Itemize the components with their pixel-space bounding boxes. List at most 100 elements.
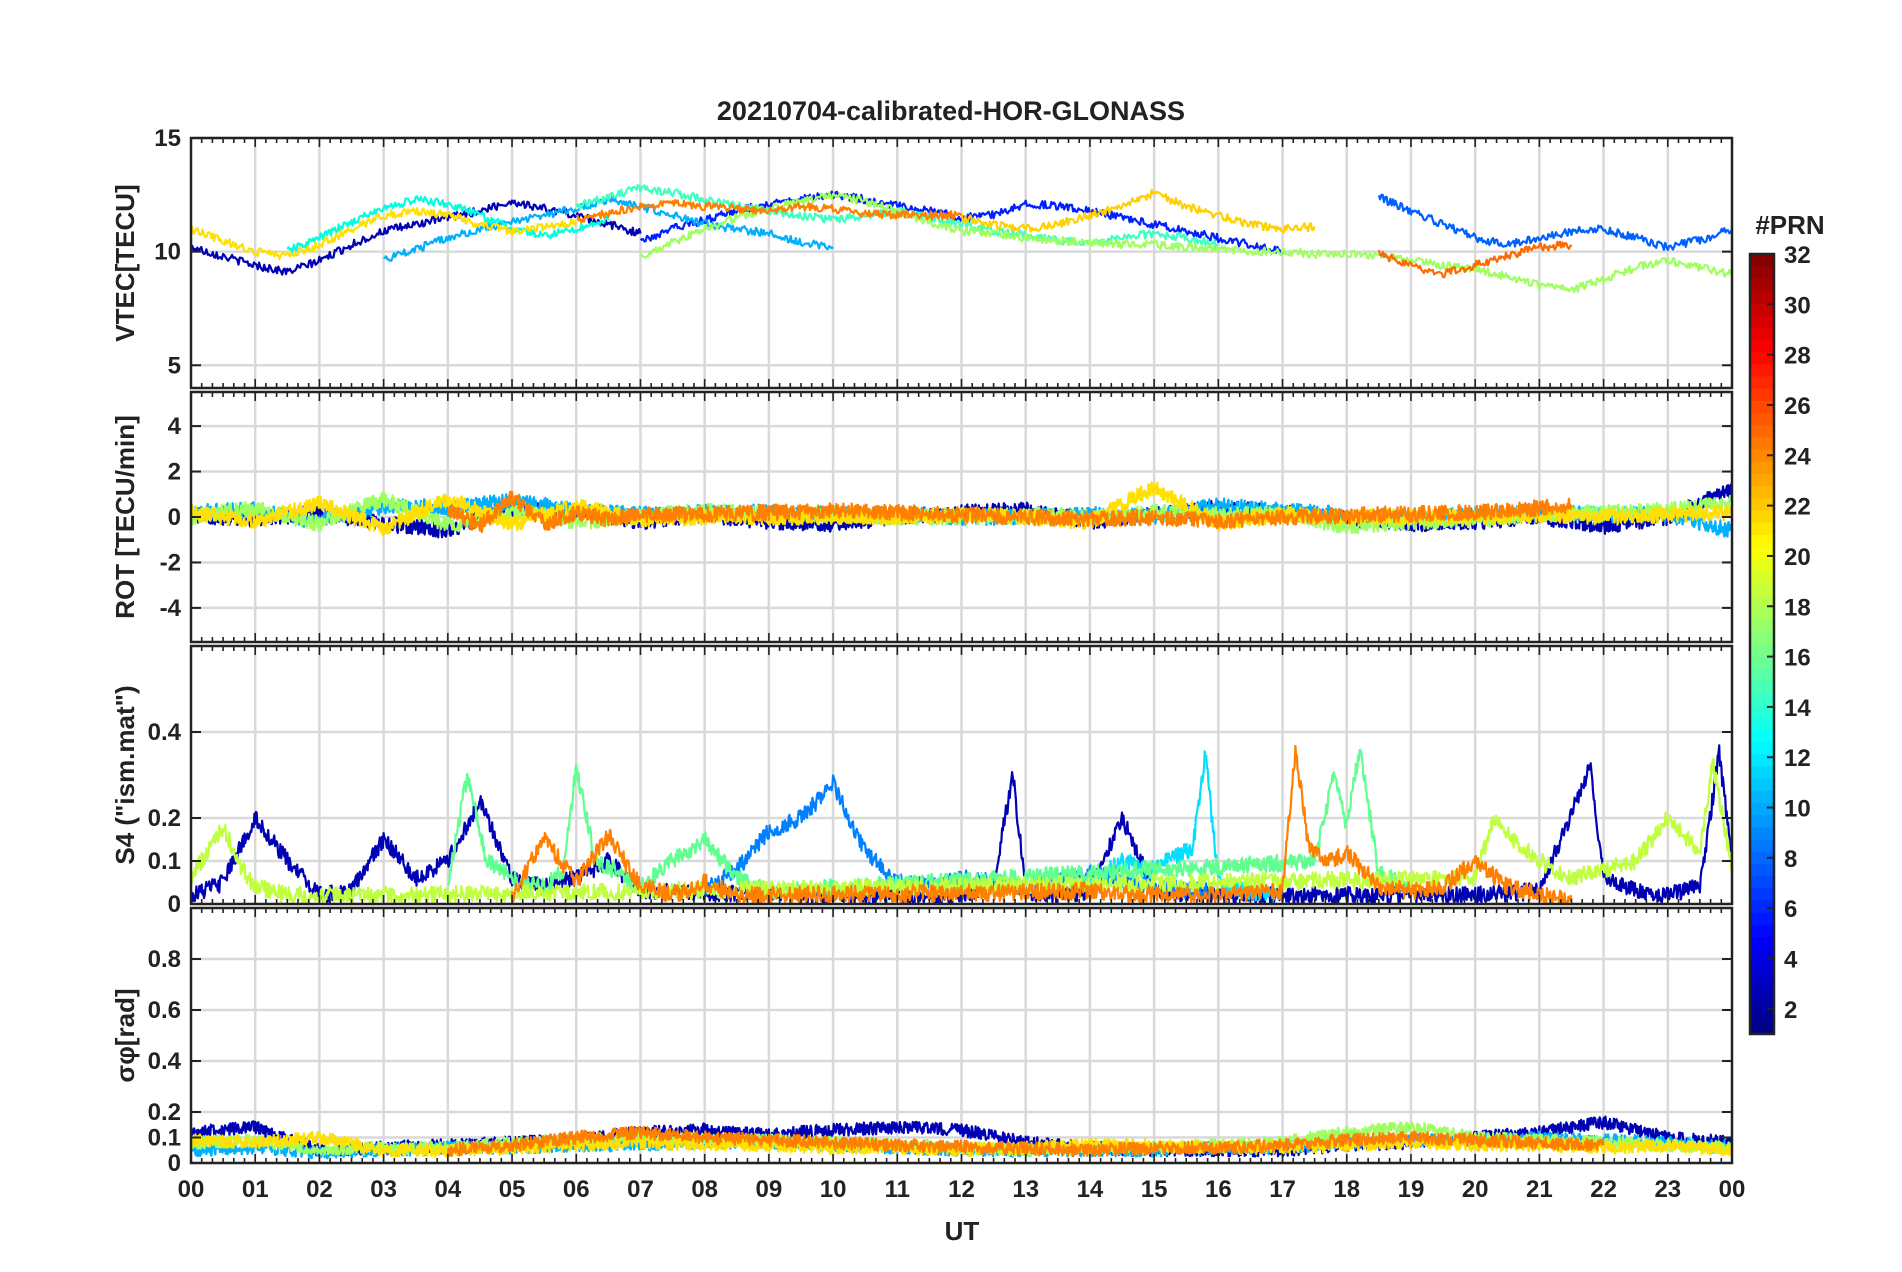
x-tick-label: 03 — [370, 1176, 397, 1203]
colorbar-segment — [1750, 765, 1774, 779]
colorbar-segment — [1750, 985, 1774, 999]
x-tick-label: 22 — [1590, 1176, 1617, 1203]
series-vtec-prn-20 — [191, 207, 578, 261]
colorbar-frame — [1748, 252, 1776, 1036]
colorbar-segment — [1750, 546, 1774, 560]
series-s4-prn-23 — [510, 744, 1573, 904]
panel-sigma-y-tick-label: 0.2 — [148, 1099, 181, 1126]
colorbar-segment — [1750, 997, 1774, 1011]
panel-vtec: 5 10 15 VTEC[TECU] — [110, 125, 1734, 390]
x-tick-label: 21 — [1526, 1176, 1553, 1203]
colorbar-tick-label: 12 — [1784, 745, 1811, 772]
x-tick-label: 12 — [948, 1176, 975, 1203]
panel-vtec-y-axis-label: VTEC[TECU] — [110, 184, 140, 341]
colorbar-tick-label: 28 — [1784, 343, 1811, 370]
colorbar-segment — [1750, 595, 1774, 609]
colorbar-segment — [1750, 741, 1774, 755]
panel-vtec-y-tick-label: 5 — [168, 352, 181, 379]
colorbar-segment — [1750, 461, 1774, 474]
x-tick-label: 00 — [178, 1176, 205, 1203]
panel-sigma-frame — [189, 906, 1734, 1165]
panel-s4-frame — [189, 644, 1734, 906]
colorbar-tick-label: 6 — [1784, 896, 1797, 923]
x-tick-label: 11 — [885, 1176, 910, 1203]
colorbar-segment — [1750, 973, 1774, 986]
x-tick-label: 14 — [1077, 1176, 1104, 1203]
colorbar-tick-label: 18 — [1784, 594, 1811, 621]
panel-vtec-frame — [189, 136, 1734, 390]
colorbar-segment — [1750, 266, 1774, 279]
x-tick-label: 09 — [756, 1176, 783, 1203]
colorbar-segment — [1750, 680, 1774, 694]
panel-rot-y-tick-label: -2 — [160, 549, 181, 576]
colorbar-segment — [1750, 400, 1774, 414]
x-tick-label: 01 — [242, 1176, 269, 1203]
colorbar-tick-label: 10 — [1784, 796, 1811, 823]
colorbar-segment — [1750, 351, 1774, 365]
x-tick-label: 18 — [1333, 1176, 1360, 1203]
panel-s4: 0 0.1 0.2 0.4 S4 ("ism.mat") — [110, 644, 1734, 918]
colorbar-segment — [1750, 583, 1774, 596]
panel-sigma-y-tick-label: 0.8 — [148, 946, 181, 973]
colorbar-segment — [1750, 302, 1774, 316]
x-tick-label: 02 — [306, 1176, 333, 1203]
colorbar-segment — [1750, 704, 1774, 718]
colorbar-tick-label: 24 — [1784, 443, 1811, 470]
colorbar-segment — [1750, 778, 1774, 791]
colorbar-segment — [1750, 607, 1774, 621]
colorbar-segment — [1750, 948, 1774, 962]
colorbar-segment — [1750, 473, 1774, 487]
colorbar-segment — [1750, 899, 1774, 913]
x-tick-label: 08 — [691, 1176, 718, 1203]
series-vtec-prn-17 — [639, 191, 1732, 293]
panel-s4-y-tick-label: 0 — [168, 891, 181, 918]
colorbar-segment — [1750, 936, 1774, 950]
colorbar-segment — [1750, 839, 1774, 852]
panel-sigma-y-tick-label: 0.1 — [148, 1125, 181, 1152]
x-tick-label: 05 — [499, 1176, 526, 1203]
x-axis-labels: 00 01 02 03 04 05 06 07 08 09 10 11 12 13 14 15 16 17 18 19… — [178, 1176, 1746, 1203]
colorbar-segment — [1750, 278, 1774, 292]
colorbar-segment — [1750, 449, 1774, 462]
panel-rot-series-group — [191, 481, 1732, 539]
x-tick-label: 07 — [627, 1176, 654, 1203]
colorbar-segment — [1750, 753, 1774, 767]
series-rot-prn-23 — [446, 490, 1573, 533]
colorbar-segment — [1750, 363, 1774, 377]
x-tick-label: 20 — [1462, 1176, 1489, 1203]
colorbar-tick-label: 2 — [1784, 997, 1797, 1024]
series-vtec-prn-24 — [1377, 240, 1573, 279]
series-vtec-prn-13 — [286, 195, 610, 254]
panel-rot-y-tick-label: 4 — [168, 413, 182, 440]
colorbar-segment — [1750, 826, 1774, 840]
x-tick-label: 00 — [1719, 1176, 1746, 1203]
x-tick-label: 23 — [1654, 1176, 1681, 1203]
colorbar-segment — [1750, 1009, 1774, 1023]
colorbar-segment — [1750, 802, 1774, 816]
panel-rot-y-tick-label: 0 — [168, 504, 181, 531]
colorbar-segment — [1750, 497, 1774, 511]
colorbar-segment — [1750, 327, 1774, 340]
chart-title: 20210704-calibrated-HOR-GLONASS — [717, 96, 1185, 126]
colorbar-segment — [1750, 375, 1774, 389]
colorbar-segment — [1750, 570, 1774, 584]
panel-rot-y-tick-label: -4 — [160, 595, 182, 622]
panel-rot: -4 -2 0 2 4 ROT [TECU/min] — [110, 390, 1734, 644]
colorbar-tick-label: 30 — [1784, 292, 1811, 319]
colorbar-segment — [1750, 656, 1774, 669]
x-tick-label: 15 — [1141, 1176, 1168, 1203]
colorbar-segment — [1750, 668, 1774, 682]
colorbar-segment — [1750, 863, 1774, 877]
panel-rot-y-axis-label: ROT [TECU/min] — [110, 415, 140, 619]
panel-s4-y-axis-label: S4 ("ism.mat") — [110, 685, 140, 864]
panel-vtec-series-group — [191, 184, 1732, 293]
panel-vtec-y-tick-label: 10 — [154, 239, 181, 266]
colorbar-tick-label: 14 — [1784, 695, 1811, 722]
panel-sigma-y-axis-label: σφ[rad] — [110, 988, 140, 1082]
colorbar-segment — [1750, 924, 1774, 938]
x-tick-label: 04 — [434, 1176, 461, 1203]
series-sigma-prn-23 — [446, 1125, 1605, 1158]
